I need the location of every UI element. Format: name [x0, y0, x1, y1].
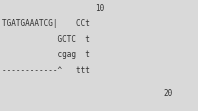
Text: GCTC  t: GCTC t [2, 35, 90, 44]
Text: 20: 20 [163, 89, 173, 98]
Text: cgag  t: cgag t [2, 50, 90, 59]
Text: ------------^   ttt: ------------^ ttt [2, 66, 90, 75]
Text: TGATGAAATCG|    CCt: TGATGAAATCG| CCt [2, 19, 90, 28]
Text: 10: 10 [95, 4, 105, 13]
